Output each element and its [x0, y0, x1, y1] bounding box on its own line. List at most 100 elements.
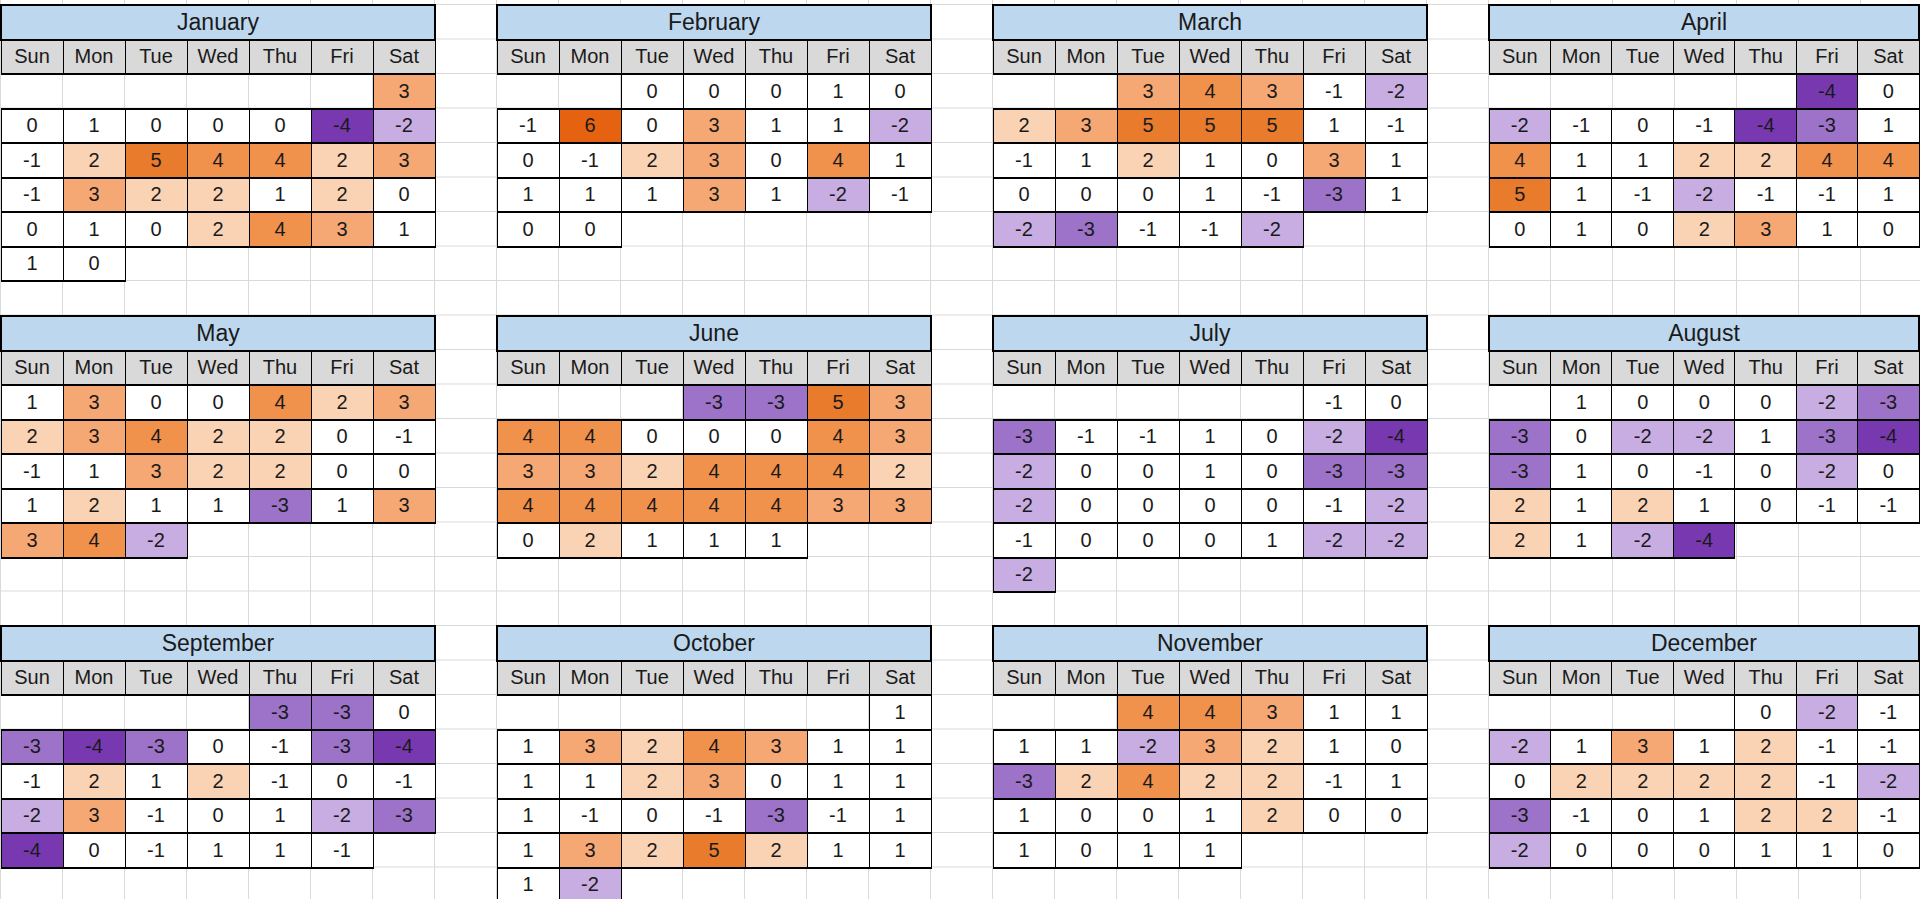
day-header[interactable]: Fri [1796, 40, 1857, 75]
day-header[interactable]: Thu [1735, 351, 1796, 386]
calendar-cell[interactable]: -1 [993, 143, 1055, 178]
calendar-cell[interactable]: 1 [1179, 420, 1241, 455]
calendar-cell[interactable]: 1 [1365, 764, 1427, 799]
calendar-cell[interactable]: 0 [373, 695, 435, 730]
empty-cell[interactable] [869, 868, 931, 899]
calendar-cell[interactable]: 0 [621, 74, 683, 109]
day-header[interactable]: Sun [1489, 40, 1550, 75]
day-header[interactable]: Tue [621, 351, 683, 386]
day-header[interactable]: Sun [1, 661, 63, 696]
calendar-cell[interactable]: -3 [993, 420, 1055, 455]
day-header[interactable]: Sun [497, 661, 559, 696]
calendar-cell[interactable]: 2 [187, 764, 249, 799]
calendar-cell[interactable]: -2 [1489, 833, 1550, 868]
empty-cell[interactable] [807, 695, 869, 730]
calendar-cell[interactable]: 1 [1858, 109, 1919, 144]
calendar-cell[interactable]: 0 [311, 454, 373, 489]
calendar-cell[interactable]: 6 [559, 109, 621, 144]
day-header[interactable]: Wed [1179, 351, 1241, 386]
day-header[interactable]: Fri [1303, 661, 1365, 696]
calendar-cell[interactable]: 1 [1796, 212, 1857, 247]
calendar-cell[interactable]: 3 [1612, 730, 1673, 765]
calendar-cell[interactable]: 1 [1735, 833, 1796, 868]
calendar-cell[interactable]: -2 [869, 109, 931, 144]
calendar-cell[interactable]: 1 [373, 212, 435, 247]
calendar-cell[interactable]: 3 [683, 178, 745, 213]
empty-cell[interactable] [745, 868, 807, 899]
empty-cell[interactable] [1117, 385, 1179, 420]
empty-cell[interactable] [1241, 558, 1303, 593]
calendar-cell[interactable]: -1 [1673, 109, 1735, 144]
calendar-cell[interactable]: 2 [1117, 143, 1179, 178]
day-header[interactable]: Thu [249, 661, 311, 696]
calendar-cell[interactable]: -1 [1858, 799, 1919, 834]
calendar-cell[interactable]: -2 [1365, 74, 1427, 109]
month-title[interactable]: December [1489, 626, 1919, 661]
empty-cell[interactable] [559, 74, 621, 109]
month-title[interactable]: May [1, 316, 435, 351]
calendar-cell[interactable]: 0 [1735, 454, 1796, 489]
calendar-cell[interactable]: 1 [497, 833, 559, 868]
day-header[interactable]: Tue [1117, 40, 1179, 75]
day-header[interactable]: Tue [125, 351, 187, 386]
day-header[interactable]: Sat [1858, 661, 1919, 696]
calendar-cell[interactable]: 4 [187, 143, 249, 178]
empty-cell[interactable] [1489, 74, 1550, 109]
day-header[interactable]: Sun [1489, 661, 1550, 696]
calendar-cell[interactable]: 4 [807, 143, 869, 178]
calendar-cell[interactable]: -2 [1303, 523, 1365, 558]
calendar-cell[interactable]: -3 [1365, 454, 1427, 489]
calendar-cell[interactable]: 2 [621, 764, 683, 799]
day-header[interactable]: Fri [1303, 40, 1365, 75]
empty-cell[interactable] [1303, 212, 1365, 247]
day-header[interactable]: Sun [993, 40, 1055, 75]
calendar-cell[interactable]: 0 [1117, 799, 1179, 834]
calendar-cell[interactable]: 1 [1365, 695, 1427, 730]
calendar-cell[interactable]: 4 [1117, 695, 1179, 730]
calendar-cell[interactable]: 4 [807, 454, 869, 489]
calendar-cell[interactable]: 0 [497, 523, 559, 558]
calendar-cell[interactable]: 1 [745, 178, 807, 213]
calendar-cell[interactable]: 3 [559, 454, 621, 489]
calendar-cell[interactable]: 2 [1241, 799, 1303, 834]
calendar-cell[interactable]: 3 [1179, 730, 1241, 765]
calendar-cell[interactable]: 3 [1055, 109, 1117, 144]
day-header[interactable]: Fri [807, 40, 869, 75]
calendar-cell[interactable]: -1 [1858, 730, 1919, 765]
empty-cell[interactable] [1612, 695, 1673, 730]
calendar-cell[interactable]: 2 [1, 420, 63, 455]
calendar-cell[interactable]: 0 [1612, 799, 1673, 834]
calendar-cell[interactable]: -1 [1, 454, 63, 489]
calendar-cell[interactable]: 0 [1612, 109, 1673, 144]
calendar-cell[interactable]: 0 [187, 109, 249, 144]
calendar-cell[interactable]: 1 [1550, 212, 1612, 247]
calendar-cell[interactable]: 1 [1179, 454, 1241, 489]
empty-cell[interactable] [373, 247, 435, 282]
calendar-cell[interactable]: -1 [1796, 178, 1857, 213]
day-header[interactable]: Wed [683, 40, 745, 75]
calendar-cell[interactable]: 4 [1179, 695, 1241, 730]
empty-cell[interactable] [1489, 695, 1550, 730]
calendar-cell[interactable]: 1 [1550, 523, 1612, 558]
calendar-cell[interactable]: -1 [1365, 109, 1427, 144]
calendar-cell[interactable]: 4 [249, 385, 311, 420]
calendar-cell[interactable]: 1 [1550, 489, 1612, 524]
calendar-cell[interactable]: -1 [311, 833, 373, 868]
calendar-cell[interactable]: 0 [1117, 178, 1179, 213]
calendar-cell[interactable]: 3 [373, 489, 435, 524]
calendar-cell[interactable]: 0 [745, 143, 807, 178]
calendar-cell[interactable]: -1 [125, 833, 187, 868]
calendar-cell[interactable]: -3 [1055, 212, 1117, 247]
calendar-cell[interactable]: 0 [1612, 454, 1673, 489]
calendar-cell[interactable]: 0 [621, 799, 683, 834]
calendar-cell[interactable]: 3 [63, 178, 125, 213]
calendar-cell[interactable]: 0 [745, 74, 807, 109]
calendar-cell[interactable]: 1 [1241, 523, 1303, 558]
calendar-cell[interactable]: -3 [1303, 178, 1365, 213]
calendar-cell[interactable]: 1 [1550, 454, 1612, 489]
calendar-cell[interactable]: 1 [807, 764, 869, 799]
calendar-cell[interactable]: 1 [1303, 730, 1365, 765]
calendar-cell[interactable]: 2 [63, 764, 125, 799]
empty-cell[interactable] [621, 212, 683, 247]
empty-cell[interactable] [1055, 558, 1117, 593]
